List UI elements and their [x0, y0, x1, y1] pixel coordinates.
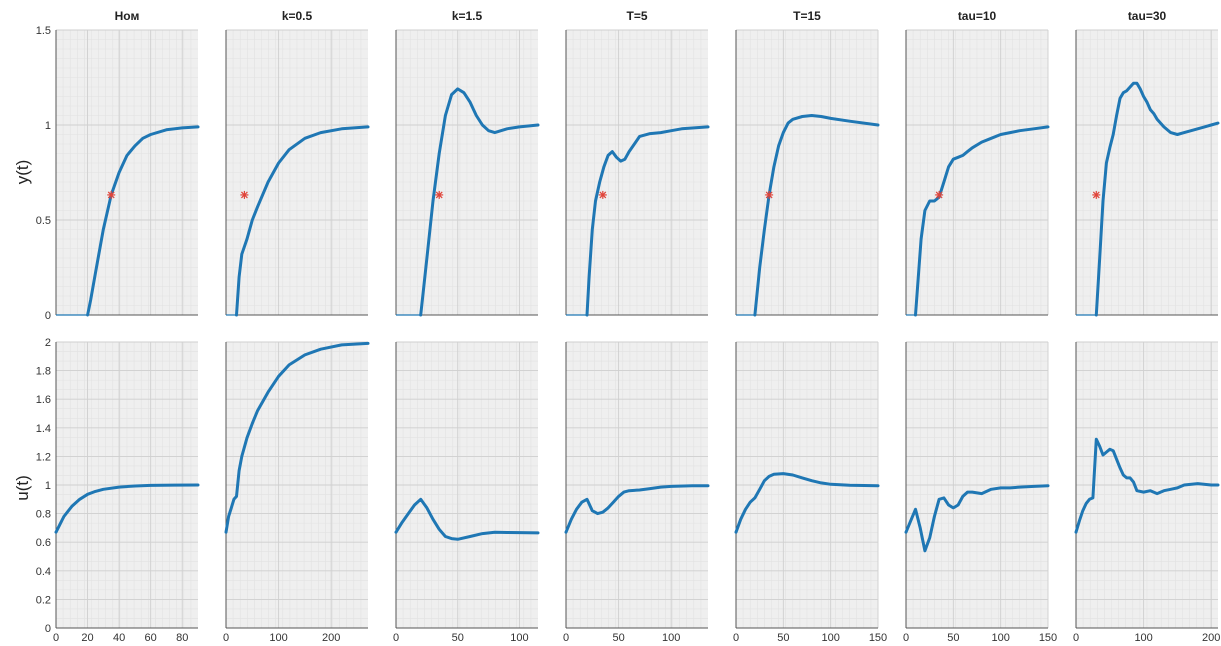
- x-tick-label: 0: [393, 632, 399, 644]
- x-tick-label: 60: [145, 632, 157, 644]
- marker-star-stroke: [107, 191, 115, 199]
- y-tick-label: 1.6: [36, 394, 51, 406]
- panel-y-6: tau=10: [905, 9, 1050, 317]
- x-tick-label: 20: [81, 632, 93, 644]
- panel-u-1: 00.20.40.60.811.21.41.61.820 20 40 60 80: [36, 337, 200, 644]
- marker-star-stroke: [935, 191, 943, 199]
- marker-star: [240, 190, 249, 199]
- y-tick-label: 1: [45, 480, 51, 492]
- panel-u-4: 0 50 100: [563, 341, 710, 644]
- x-tick-label: 0: [733, 632, 739, 644]
- marker-star-stroke: [599, 191, 607, 199]
- y-tick-label: 0.4: [36, 566, 51, 578]
- x-tick-label: 80: [176, 632, 188, 644]
- panel-title: T=15: [793, 9, 821, 23]
- marker-star: [598, 190, 607, 199]
- marker-star: [765, 190, 774, 199]
- panel-u-2: 0 100 200: [223, 341, 370, 644]
- y-tick-label: 0.5: [36, 215, 51, 227]
- x-tick-label: 100: [510, 632, 528, 644]
- x-tick-label: 100: [662, 632, 680, 644]
- series-line: [734, 472, 880, 534]
- marker-star: [935, 190, 944, 199]
- x-tick-label: 150: [869, 632, 887, 644]
- marker-star: [107, 190, 116, 199]
- y-tick-label: 0.8: [36, 509, 51, 521]
- x-tick-label: 50: [947, 632, 959, 644]
- marker-star: [1092, 190, 1101, 199]
- series-line: [419, 87, 540, 317]
- panel-title: tau=30: [1128, 9, 1167, 23]
- x-tick-label: 200: [322, 632, 340, 644]
- series-line: [753, 114, 880, 317]
- x-tick-label: 0: [53, 632, 59, 644]
- x-tick-label: 50: [452, 632, 464, 644]
- y-axis-label-bottom: u(t): [13, 475, 32, 501]
- x-tick-label: 50: [777, 632, 789, 644]
- marker-star-stroke: [1092, 191, 1100, 199]
- panel-y-1: 0 0.5 1 1.5 Ном: [36, 9, 200, 322]
- panel-y-5: T=15: [735, 9, 880, 317]
- panel-title: Ном: [115, 9, 140, 23]
- series-line: [224, 341, 370, 534]
- y-tick-label: 1: [45, 120, 51, 132]
- y-tick-label: 1.2: [36, 451, 51, 463]
- series-line: [904, 484, 1050, 553]
- panel-y-7: tau=30: [1075, 9, 1220, 317]
- x-tick-label: 0: [1073, 632, 1079, 644]
- panel-title: k=0.5: [282, 9, 313, 23]
- panel-u-5: 0 50 100 150: [733, 341, 887, 644]
- y-tick-label: 1.4: [36, 423, 51, 435]
- series-line: [1074, 437, 1220, 534]
- series-line: [235, 125, 370, 317]
- y-tick-label: 0: [45, 310, 51, 322]
- series-line: [394, 497, 540, 541]
- marker-star: [435, 190, 444, 199]
- x-tick-label: 0: [223, 632, 229, 644]
- y-tick-label: 2: [45, 337, 51, 349]
- y-axis-label-top: y(t): [13, 160, 32, 185]
- panel-u-3: 0 50 100: [393, 341, 540, 644]
- y-tick-label: 0: [45, 623, 51, 635]
- marker-star-stroke: [240, 191, 248, 199]
- x-tick-label: 100: [991, 632, 1009, 644]
- x-tick-label: 0: [563, 632, 569, 644]
- series-line: [86, 125, 200, 317]
- x-tick-label: 0: [903, 632, 909, 644]
- panel-y-4: T=5: [565, 9, 710, 317]
- x-tick-label: 40: [113, 632, 125, 644]
- series-line: [585, 125, 710, 317]
- y-tick-label: 0.6: [36, 537, 51, 549]
- series-line: [914, 125, 1050, 317]
- panel-y-3: k=1.5: [395, 9, 540, 317]
- y-tick-label: 1.5: [36, 25, 51, 37]
- x-tick-label: 100: [1134, 632, 1152, 644]
- marker-star-stroke: [765, 191, 773, 199]
- panel-y-2: k=0.5: [225, 9, 370, 317]
- panel-title: tau=10: [958, 9, 997, 23]
- y-tick-label: 0.2: [36, 594, 51, 606]
- x-tick-label: 200: [1202, 632, 1220, 644]
- series-line: [1094, 81, 1220, 317]
- series-line: [564, 484, 710, 534]
- panel-title: T=5: [626, 9, 647, 23]
- x-tick-label: 150: [1039, 632, 1057, 644]
- panel-u-6: 0 50 100 150: [903, 341, 1057, 644]
- y-tick-label: 1.8: [36, 366, 51, 378]
- panel-u-7: 0 100 200: [1073, 341, 1220, 644]
- marker-star-stroke: [435, 191, 443, 199]
- series-line: [54, 483, 200, 534]
- x-tick-label: 100: [269, 632, 287, 644]
- x-tick-label: 100: [821, 632, 839, 644]
- x-tick-label: 50: [612, 632, 624, 644]
- panel-title: k=1.5: [452, 9, 483, 23]
